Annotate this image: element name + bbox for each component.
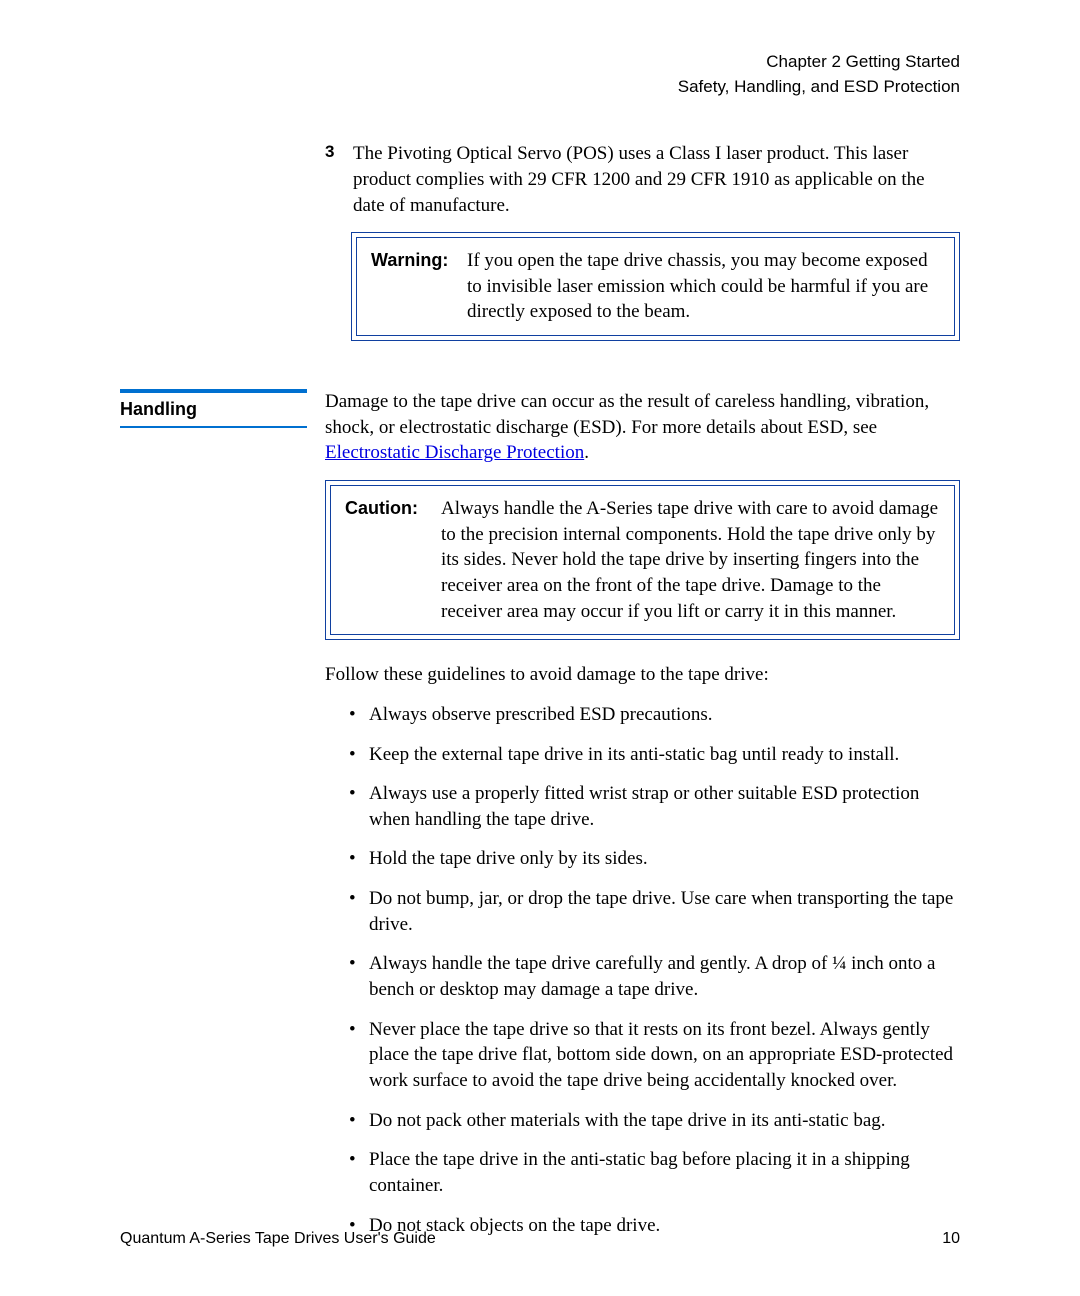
list-item: Do not bump, jar, or drop the tape drive… [349, 886, 960, 937]
list-item: Place the tape drive in the anti-static … [349, 1147, 960, 1198]
list-item: Keep the external tape drive in its anti… [349, 742, 960, 768]
numbered-item-3: 3 The Pivoting Optical Servo (POS) uses … [325, 141, 960, 218]
row-handling: Handling Damage to the tape drive can oc… [120, 389, 960, 1252]
caution-text: Always handle the A-Series tape drive wi… [441, 496, 940, 624]
item-number: 3 [325, 141, 347, 218]
main-section3: 3 The Pivoting Optical Servo (POS) uses … [325, 141, 960, 355]
guidelines-list: Always observe prescribed ESD precaution… [325, 702, 960, 1238]
main-handling: Damage to the tape drive can occur as th… [325, 389, 960, 1252]
list-item: Hold the tape drive only by its sides. [349, 846, 960, 872]
handling-intro: Damage to the tape drive can occur as th… [325, 389, 960, 466]
list-item: Do not pack other materials with the tap… [349, 1108, 960, 1134]
handling-heading: Handling [120, 389, 307, 428]
footer-page-number: 10 [942, 1230, 960, 1248]
warning-label: Warning: [371, 248, 467, 325]
item-text: The Pivoting Optical Servo (POS) uses a … [353, 141, 960, 218]
list-item: Always observe prescribed ESD precaution… [349, 702, 960, 728]
handling-intro-prefix: Damage to the tape drive can occur as th… [325, 391, 929, 438]
warning-text: If you open the tape drive chassis, you … [467, 248, 940, 325]
list-item: Never place the tape drive so that it re… [349, 1017, 960, 1094]
caution-box: Caution: Always handle the A-Series tape… [325, 480, 960, 640]
list-item: Always handle the tape drive carefully a… [349, 951, 960, 1002]
page-footer: Quantum A-Series Tape Drives User's Guid… [120, 1230, 960, 1248]
spacer [120, 355, 960, 389]
page-header: Chapter 2 Getting Started Safety, Handli… [120, 50, 960, 99]
header-chapter: Chapter 2 Getting Started [120, 50, 960, 75]
guidelines-intro: Follow these guidelines to avoid damage … [325, 662, 960, 688]
footer-title: Quantum A-Series Tape Drives User's Guid… [120, 1230, 436, 1248]
list-item: Always use a properly fitted wrist strap… [349, 781, 960, 832]
warning-box-inner: Warning: If you open the tape drive chas… [356, 237, 955, 336]
esd-link[interactable]: Electrostatic Discharge Protection [325, 442, 584, 463]
row-section3: 3 The Pivoting Optical Servo (POS) uses … [120, 141, 960, 355]
caution-label: Caution: [345, 496, 441, 624]
handling-intro-suffix: . [584, 442, 589, 463]
sidebar-handling: Handling [120, 389, 325, 428]
header-section: Safety, Handling, and ESD Protection [120, 75, 960, 100]
page: Chapter 2 Getting Started Safety, Handli… [0, 0, 1080, 1296]
warning-box: Warning: If you open the tape drive chas… [351, 232, 960, 341]
caution-box-inner: Caution: Always handle the A-Series tape… [330, 485, 955, 635]
